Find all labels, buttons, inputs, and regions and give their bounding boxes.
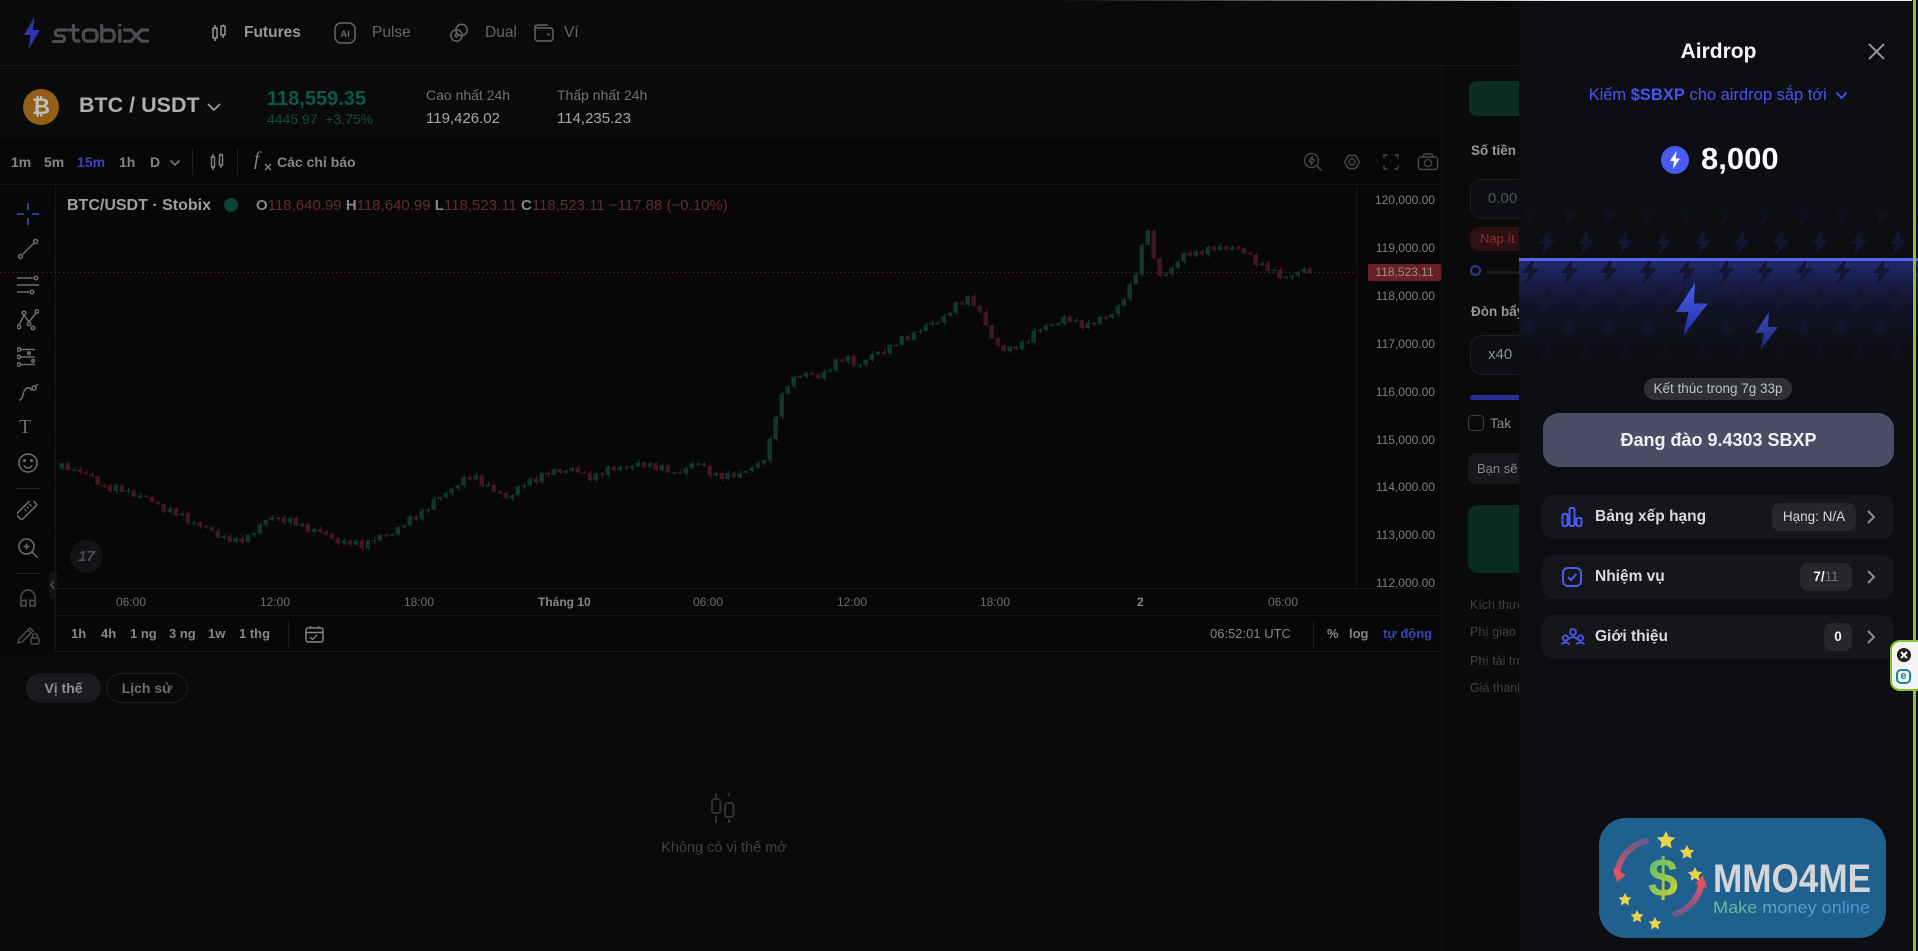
svg-text:MMO4ME: MMO4ME: [1713, 857, 1871, 901]
svg-text:$: $: [1648, 848, 1678, 908]
svg-text:AI: AI: [340, 29, 350, 40]
svg-text:Make money online: Make money online: [1713, 898, 1870, 917]
